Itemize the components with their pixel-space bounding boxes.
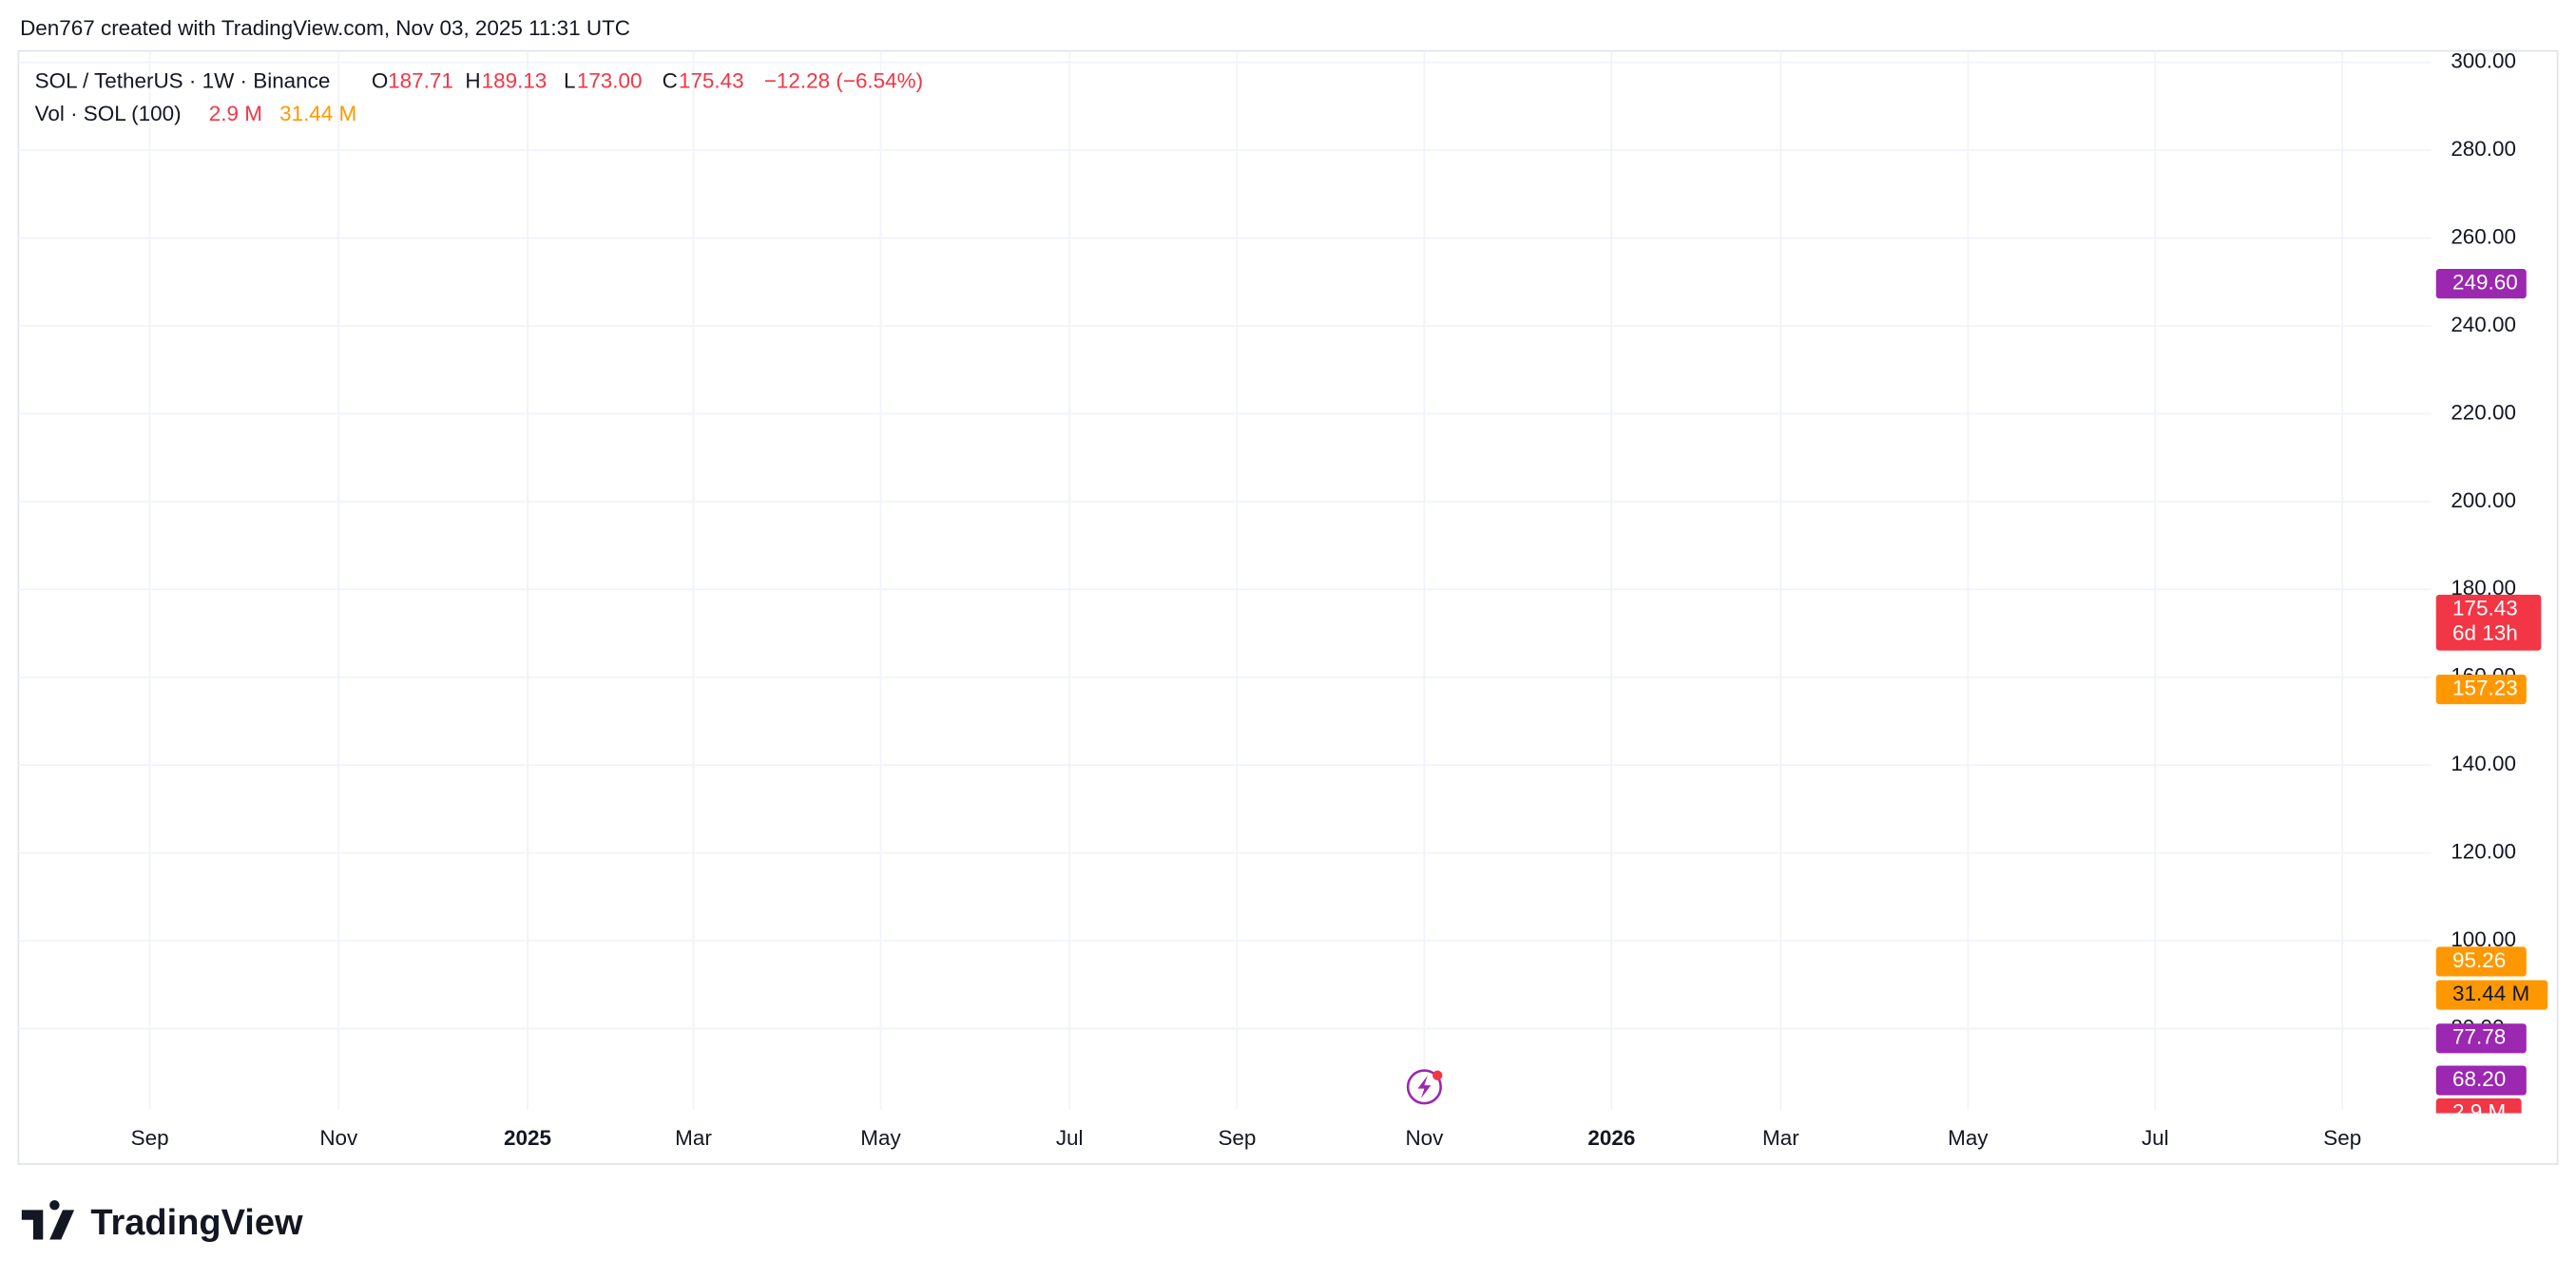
level-label: 68.20	[2452, 1067, 2506, 1091]
x-tick-label: Jul	[2142, 1126, 2169, 1150]
level-label-bg	[2435, 674, 2527, 705]
volume-title: Vol · SOL (100)	[35, 102, 182, 125]
legend-value: 173.00	[577, 68, 643, 92]
x-tick-label: Jul	[1056, 1126, 1084, 1150]
legend-key: H	[465, 68, 480, 92]
y-tick-label: 260.00	[2451, 224, 2516, 248]
x-tick-label: May	[860, 1126, 901, 1150]
volume-badge: 2.9 M	[2435, 1098, 2522, 1123]
x-tick-label: Mar	[1762, 1126, 1799, 1150]
legend: SOL / TetherUS · 1W · Binance O 187.71 H…	[35, 68, 923, 125]
countdown-label: 6d 13h	[2452, 620, 2518, 644]
x-tick-label: Mar	[675, 1126, 712, 1150]
level-label-bg	[2435, 269, 2527, 299]
legend-value: 31.44 M	[279, 102, 356, 125]
level-label: 157.23	[2452, 676, 2518, 699]
x-tick-label: May	[1948, 1126, 1989, 1150]
last-price-label: 175.43	[2452, 596, 2518, 620]
legend-value: 189.13	[482, 68, 548, 92]
x-tick-label: Sep	[2323, 1126, 2361, 1150]
frame	[17, 49, 2559, 1165]
level-label-bg	[2435, 1023, 2527, 1054]
y-tick-label: 300.00	[2451, 49, 2516, 73]
legend-key: O	[372, 68, 388, 92]
legend-change: −12.28 (−6.54%)	[764, 68, 923, 92]
y-tick-label: 200.00	[2451, 488, 2516, 512]
volume-ma-bg	[2435, 980, 2548, 1010]
level-label: 249.60	[2452, 270, 2518, 294]
legend-value: 175.43	[679, 68, 744, 92]
y-tick-label: 240.00	[2451, 313, 2516, 336]
volume-ma-label: 31.44 M	[2452, 982, 2529, 1005]
y-tick-label: 140.00	[2451, 752, 2516, 775]
logo-text: TradingView	[90, 1203, 303, 1243]
legend-key: C	[663, 68, 678, 92]
x-tick-label: Nov	[319, 1126, 358, 1150]
y-tick-label: 120.00	[2451, 840, 2516, 864]
alert-icon	[1406, 1069, 1443, 1105]
x-tick-label: 2026	[1587, 1126, 1635, 1150]
volume-label: 2.9 M	[2452, 1099, 2506, 1123]
legend-value: 187.71	[388, 68, 453, 92]
header: Den767 created with TradingView.com, Nov…	[20, 16, 630, 40]
x-tick-label: Sep	[1218, 1126, 1256, 1150]
legend-key: L	[564, 68, 576, 92]
x-tick-label: Nov	[1405, 1126, 1444, 1150]
legend-value: 2.9 M	[209, 102, 262, 125]
volume-bg	[2435, 1098, 2522, 1114]
level-label-bg	[2435, 1065, 2527, 1096]
y-tick-label: 220.00	[2451, 400, 2516, 424]
level-label: 95.26	[2452, 948, 2506, 972]
symbol: SOL / TetherUS · 1W · Binance	[35, 68, 331, 92]
axis: Sep Nov 2025 Mar May Jul Sep Nov 2026 Mar May Jul Se…	[131, 49, 2516, 1151]
level-label-bg	[2435, 946, 2527, 977]
last-price-bg	[2435, 594, 2542, 651]
y-tick-label: 280.00	[2451, 137, 2516, 161]
level-label: 77.78	[2452, 1025, 2506, 1049]
x-tick-label: 2025	[504, 1126, 551, 1150]
x-tick-label: Sep	[131, 1126, 169, 1150]
grid	[18, 50, 2432, 1111]
logo: TradingView	[21, 1200, 303, 1243]
